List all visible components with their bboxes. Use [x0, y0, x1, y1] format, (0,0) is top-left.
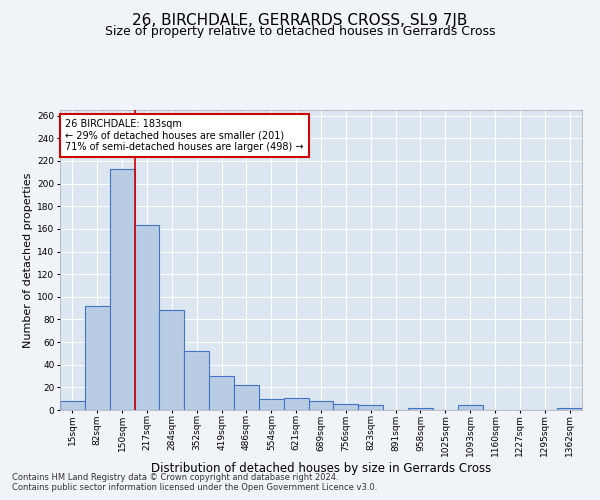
Bar: [85, 306, 110, 410]
Text: Size of property relative to detached houses in Gerrards Cross: Size of property relative to detached ho…: [105, 25, 495, 38]
X-axis label: Distribution of detached houses by size in Gerrards Cross: Distribution of detached houses by size …: [151, 462, 491, 475]
Bar: [60, 401, 85, 410]
Bar: [209, 376, 234, 410]
Bar: [284, 398, 308, 410]
Bar: [259, 398, 284, 410]
Bar: [184, 351, 209, 410]
Bar: [458, 406, 482, 410]
Bar: [308, 401, 334, 410]
Text: 26 BIRCHDALE: 183sqm
← 29% of detached houses are smaller (201)
71% of semi-deta: 26 BIRCHDALE: 183sqm ← 29% of detached h…: [65, 119, 304, 152]
Y-axis label: Number of detached properties: Number of detached properties: [23, 172, 33, 348]
Text: Contains HM Land Registry data © Crown copyright and database right 2024.: Contains HM Land Registry data © Crown c…: [12, 474, 338, 482]
Bar: [134, 226, 160, 410]
Bar: [110, 169, 134, 410]
Text: 26, BIRCHDALE, GERRARDS CROSS, SL9 7JB: 26, BIRCHDALE, GERRARDS CROSS, SL9 7JB: [133, 12, 467, 28]
Bar: [334, 404, 358, 410]
Bar: [234, 385, 259, 410]
Bar: [160, 310, 184, 410]
Bar: [557, 408, 582, 410]
Bar: [358, 406, 383, 410]
Bar: [408, 408, 433, 410]
Text: Contains public sector information licensed under the Open Government Licence v3: Contains public sector information licen…: [12, 484, 377, 492]
